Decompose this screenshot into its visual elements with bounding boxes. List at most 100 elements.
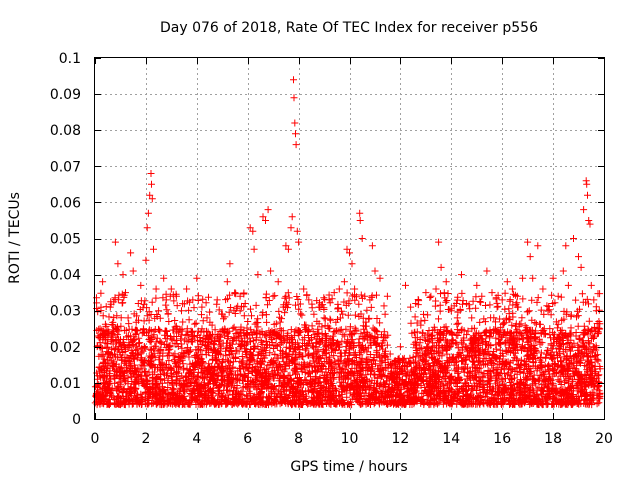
x-tick-label: 14 — [442, 431, 460, 447]
data-point — [442, 278, 450, 286]
x-tick-label: 0 — [91, 431, 100, 447]
data-point — [473, 281, 481, 289]
data-point — [592, 307, 600, 315]
data-point — [114, 260, 122, 268]
data-point — [376, 274, 384, 282]
data-point — [244, 318, 252, 325]
data-point — [519, 274, 527, 282]
data-point — [402, 281, 409, 289]
x-tick-label: 6 — [243, 431, 252, 447]
data-point — [284, 245, 292, 253]
data-point — [288, 213, 296, 221]
data-point — [549, 274, 557, 282]
data-point — [213, 296, 221, 304]
data-point — [279, 303, 287, 311]
data-point — [570, 235, 577, 242]
y-tick-label: 0.06 — [50, 195, 81, 211]
data-point — [447, 307, 455, 315]
data-point — [250, 245, 258, 253]
data-point — [539, 285, 547, 293]
data-point — [315, 303, 323, 311]
data-point — [391, 357, 399, 365]
data-point — [172, 292, 180, 300]
data-point — [183, 285, 191, 293]
roti-noise-cloud — [91, 289, 604, 409]
data-point — [437, 263, 445, 271]
data-point — [147, 170, 155, 177]
data-point — [586, 220, 594, 228]
data-point — [101, 383, 109, 390]
data-point — [236, 307, 244, 315]
data-point — [127, 249, 135, 257]
data-point — [583, 180, 591, 188]
data-point — [249, 227, 257, 235]
data-point — [503, 278, 511, 286]
data-point — [269, 292, 277, 300]
data-point — [134, 300, 142, 307]
x-tick-label: 20 — [595, 431, 613, 447]
data-point — [295, 238, 303, 246]
data-point — [293, 227, 301, 235]
grid-lines — [95, 58, 604, 419]
data-point — [146, 191, 154, 199]
data-points — [91, 76, 604, 409]
data-point — [122, 289, 129, 297]
data-point — [198, 303, 206, 311]
data-point — [208, 321, 216, 329]
data-point — [427, 292, 435, 300]
data-point — [167, 285, 175, 293]
data-point — [564, 281, 572, 289]
data-point — [117, 336, 124, 344]
data-point — [381, 310, 389, 318]
data-point — [142, 256, 150, 264]
data-point — [432, 285, 440, 293]
data-point — [595, 318, 603, 325]
data-point — [300, 285, 308, 293]
data-point — [577, 263, 585, 271]
data-point — [267, 267, 275, 275]
data-point — [246, 224, 254, 232]
data-point — [452, 300, 460, 307]
data-point — [282, 242, 290, 250]
data-point — [483, 267, 491, 275]
data-point — [292, 130, 299, 138]
data-point — [148, 195, 156, 203]
data-point — [231, 289, 239, 297]
data-point — [325, 296, 333, 304]
data-point — [203, 314, 211, 322]
data-point — [148, 180, 155, 188]
y-tick-label: 0.04 — [50, 268, 81, 284]
data-point — [96, 325, 104, 333]
data-point — [422, 289, 430, 297]
x-tick-labels: 0 2 4 6 8 10 12 14 16 18 20 — [91, 431, 613, 447]
x-tick-label: 8 — [294, 431, 303, 447]
data-point — [132, 346, 140, 354]
data-point — [305, 296, 313, 304]
data-point — [152, 285, 160, 293]
data-point — [139, 328, 147, 336]
data-point — [330, 289, 338, 297]
data-point — [178, 307, 185, 315]
data-point — [218, 310, 226, 318]
data-point — [348, 260, 356, 268]
data-point — [137, 281, 145, 289]
data-point — [524, 238, 532, 246]
data-point — [351, 285, 359, 293]
x-tick-label: 2 — [141, 431, 150, 447]
data-point — [160, 274, 168, 282]
data-point — [99, 278, 107, 286]
data-point — [241, 300, 249, 307]
data-point — [226, 260, 234, 268]
data-point — [340, 278, 348, 286]
data-point — [358, 235, 366, 242]
data-point — [310, 310, 318, 318]
data-point — [371, 267, 379, 275]
data-point — [356, 217, 364, 224]
data-point — [590, 296, 598, 304]
data-point — [119, 271, 127, 279]
data-point — [407, 303, 415, 311]
y-tick-label: 0.02 — [50, 340, 81, 356]
data-point — [386, 350, 394, 358]
y-tick-label: 0.01 — [50, 376, 81, 392]
